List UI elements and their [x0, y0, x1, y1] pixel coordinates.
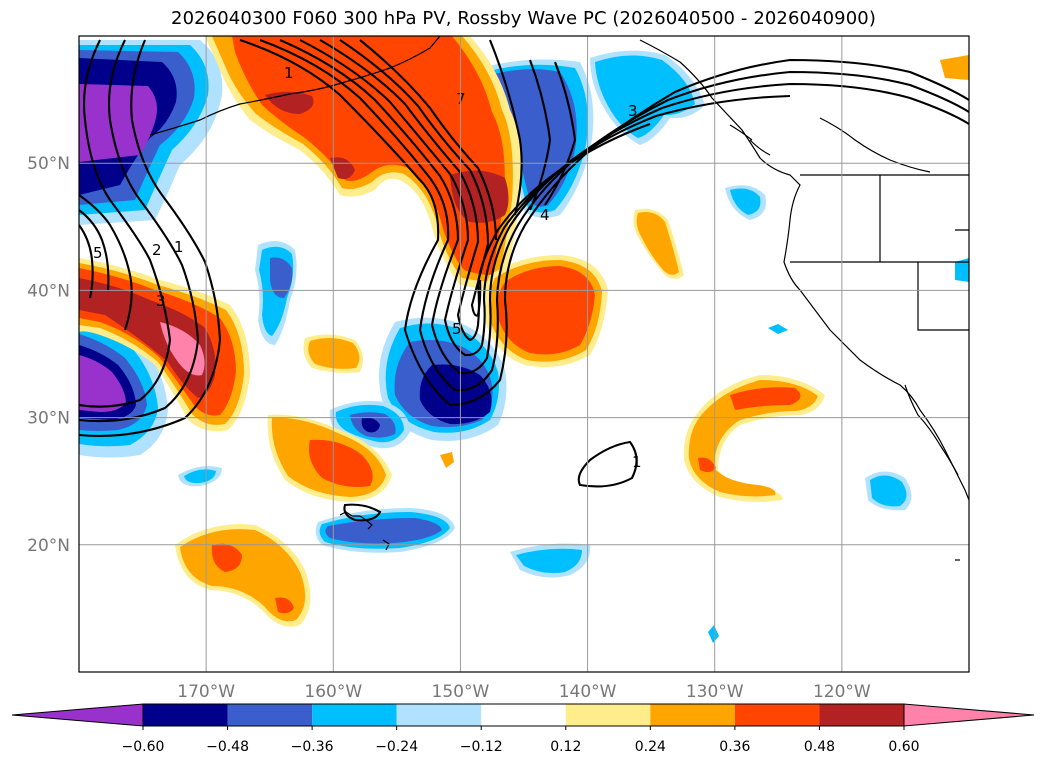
colorbar-tick-label: 0.24 — [635, 739, 666, 755]
contour-label: 2 — [152, 241, 162, 259]
colorbar-extend-high — [903, 703, 1035, 727]
colorbar-tick-label: −0.60 — [122, 739, 165, 755]
contour-label: 4 — [540, 206, 550, 224]
lon-tick-label: 120°W — [813, 682, 871, 702]
colorbar-segment — [481, 704, 566, 726]
colorbar-tick-label: 0.60 — [888, 739, 919, 755]
colorbar-tick-label: −0.36 — [291, 739, 334, 755]
contour-label: 1 — [284, 64, 294, 82]
lat-tick-label: 40°N — [27, 281, 70, 301]
lat-tick-labels: 20°N 30°N 40°N 50°N — [27, 154, 70, 556]
lat-tick-label: 30°N — [27, 409, 70, 429]
lon-tick-labels: 170°W 160°W 150°W 140°W 130°W 120°W — [177, 682, 871, 702]
colorbar-segment — [819, 704, 904, 726]
colorbar-segment — [734, 704, 820, 726]
lon-tick-label: 170°W — [177, 682, 235, 702]
coastlines — [149, 36, 969, 561]
colorbar-tick-label: −0.48 — [206, 739, 249, 755]
colorbar-tick-label: 0.48 — [804, 739, 835, 755]
lon-tick-label: 140°W — [559, 682, 617, 702]
colorbar-segment — [396, 704, 482, 726]
contour-label: 5 — [452, 320, 462, 338]
gridlines — [79, 36, 969, 672]
colorbar-tick-label: −0.24 — [375, 739, 418, 755]
east-of-trough-high-anomaly — [483, 255, 608, 368]
contour-label: 1 — [174, 238, 184, 256]
lon-tick-label: 130°W — [686, 682, 744, 702]
colorbar-segment — [143, 704, 228, 726]
map-title: 2026040300 F060 300 hPa PV, Rossby Wave … — [171, 8, 876, 29]
lon-tick-label: 160°W — [304, 682, 362, 702]
colorbar-tick-label: −0.12 — [460, 739, 503, 755]
colorbar-segment — [565, 704, 651, 726]
colorbar-tick-label: 0.12 — [550, 739, 581, 755]
colorbar-segment — [312, 704, 397, 726]
contour-label: 1 — [632, 453, 642, 471]
west-edge-low-anomaly — [79, 40, 223, 225]
small-high-anomalies — [175, 55, 969, 627]
colorbar: −0.60 −0.48 −0.36 −0.24 −0.12 0.12 0.24 0.36 0.4… — [11, 703, 1035, 755]
colorbar-segment — [650, 704, 735, 726]
colorbar-segment — [227, 704, 313, 726]
colorbar-frame — [142, 703, 905, 727]
colorbar-extend-low — [11, 703, 144, 727]
map-frame — [78, 35, 970, 673]
contour-label: 3 — [156, 292, 166, 310]
map-content: 1 1 2 3 3 4 5 5 7 1 — [79, 36, 969, 672]
contour-label: 5 — [93, 244, 103, 262]
lon-tick-label: 150°W — [432, 682, 490, 702]
small-low-anomalies — [178, 185, 969, 643]
contour-label: 3 — [628, 102, 638, 120]
lat-tick-label: 50°N — [27, 154, 70, 174]
colorbar-tick-label: 0.36 — [719, 739, 750, 755]
lat-tick-label: 20°N — [27, 536, 70, 556]
pc-contours — [79, 39, 969, 522]
